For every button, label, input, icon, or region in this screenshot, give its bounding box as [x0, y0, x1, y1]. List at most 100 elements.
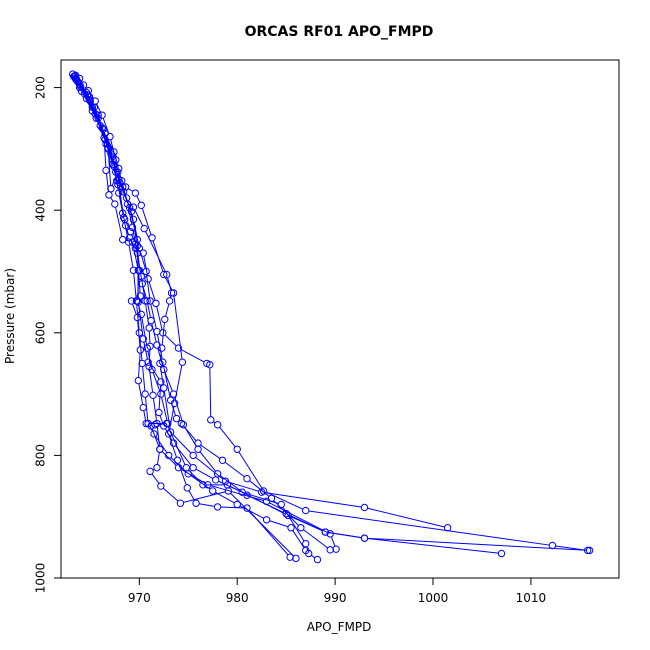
series-line-segment	[264, 492, 362, 508]
data-point	[96, 121, 104, 130]
series-line-segment	[87, 101, 96, 116]
data-point	[213, 503, 222, 511]
series-line-segment	[180, 468, 206, 484]
series-line-segment	[129, 210, 138, 237]
series-line-segment	[126, 228, 130, 235]
series-line-segment	[143, 410, 147, 421]
y-tick-label: 600	[34, 321, 48, 344]
series-line-segment	[115, 207, 123, 237]
series-line-segment	[149, 364, 160, 380]
series-line-segment	[136, 195, 141, 203]
data-point	[259, 487, 268, 495]
series-line-segment	[85, 96, 95, 112]
series-line-segment	[199, 451, 217, 472]
data-point	[157, 390, 165, 398]
series-line-segment	[111, 156, 116, 170]
data-point	[182, 463, 191, 472]
data-point	[147, 422, 155, 430]
series-line-segment	[105, 136, 113, 150]
data-point	[262, 497, 271, 506]
data-point	[155, 408, 163, 417]
series-line-segment	[162, 487, 179, 502]
data-point	[165, 297, 174, 305]
data-point	[118, 209, 127, 217]
series-line-segment	[174, 396, 183, 422]
data-point	[149, 391, 157, 400]
series-line-segment	[156, 306, 163, 330]
series-line-segment	[269, 502, 328, 533]
data-point	[176, 499, 185, 507]
x-tick-label: 970	[128, 591, 151, 605]
data-point	[313, 555, 322, 564]
series-line-segment	[149, 369, 154, 393]
series-line-segment	[141, 279, 146, 298]
data-point	[136, 346, 144, 354]
data-point	[139, 335, 147, 343]
data-point	[174, 463, 183, 472]
series-line-segment	[138, 383, 144, 405]
data-point	[170, 399, 179, 407]
series-line-segment	[136, 304, 140, 330]
data-point	[360, 534, 369, 542]
data-point	[360, 503, 369, 512]
data-point	[102, 166, 110, 175]
series-line-segment	[303, 529, 328, 549]
series-line-segment	[159, 366, 164, 385]
data-point	[144, 275, 152, 283]
data-point	[101, 129, 109, 138]
series-line-segment	[282, 506, 305, 542]
data-point	[156, 359, 164, 368]
series-line-segment	[164, 372, 173, 392]
data-point	[160, 384, 168, 392]
data-point	[134, 376, 143, 385]
data-point	[321, 528, 330, 536]
data-point	[133, 235, 142, 244]
data-point	[497, 549, 506, 558]
series-line-segment	[158, 384, 162, 410]
data-point	[218, 456, 227, 465]
series-line-segment	[96, 116, 105, 131]
data-point	[143, 344, 151, 352]
data-point	[297, 524, 305, 532]
data-point	[91, 110, 99, 118]
series-line-segment	[215, 492, 235, 504]
data-point	[92, 114, 100, 122]
data-point	[194, 445, 202, 453]
series-line-segment	[292, 530, 305, 548]
data-point	[192, 499, 200, 507]
data-point	[150, 430, 158, 438]
series-line-segment	[367, 507, 445, 528]
data-point	[326, 530, 334, 538]
data-point	[115, 164, 123, 173]
series-line-segment	[161, 451, 177, 466]
series-line-segment	[290, 516, 323, 532]
series-line-segment	[230, 492, 295, 557]
series-line-segment	[82, 93, 92, 109]
data-point	[174, 344, 183, 352]
data-point	[153, 327, 161, 336]
series-line-segment	[138, 353, 141, 378]
series-line-segment	[146, 274, 151, 298]
series-line-segment	[173, 296, 183, 360]
series-line-segment	[200, 444, 221, 459]
data-point	[144, 358, 152, 366]
series-line-segment	[183, 425, 197, 442]
y-tick-label: 200	[34, 76, 48, 99]
series-line-segment	[210, 485, 264, 501]
data-point	[172, 414, 181, 423]
data-point	[204, 481, 212, 489]
data-point	[207, 416, 215, 424]
series-line-segment	[138, 305, 144, 336]
data-point	[585, 546, 594, 555]
data-point	[135, 266, 144, 274]
series-line-segment	[143, 341, 148, 360]
series-line-segment	[142, 366, 146, 391]
data-point	[105, 191, 113, 199]
data-point	[332, 545, 340, 553]
data-point	[160, 270, 168, 279]
data-point	[157, 482, 165, 490]
series-line-segment	[167, 426, 186, 465]
data-point	[104, 143, 112, 152]
data-point	[118, 235, 127, 244]
y-axis: 200 400 600 800 1000	[34, 76, 62, 593]
